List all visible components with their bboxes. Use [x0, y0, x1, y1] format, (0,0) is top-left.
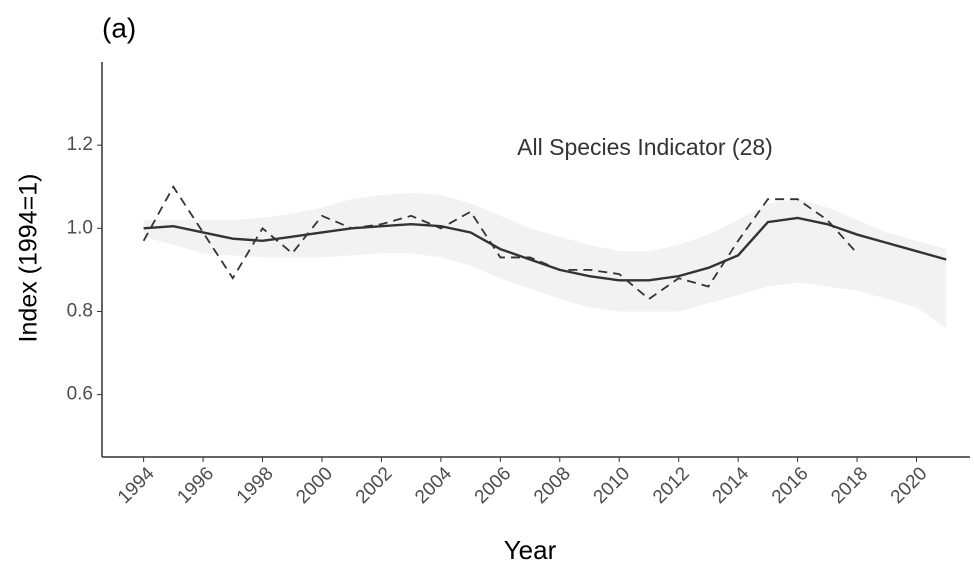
x-tick-label: 2020: [887, 463, 932, 508]
y-tick-label: 0.6: [67, 384, 93, 405]
chart-title: (a): [102, 12, 136, 43]
x-tick-label: 2000: [292, 463, 337, 508]
x-axis-title: Year: [504, 535, 557, 565]
y-axis-title: Index (1994=1): [15, 174, 43, 343]
annotation: All Species Indicator (28): [517, 134, 773, 160]
x-tick-label: 2010: [590, 463, 635, 508]
smoothed-trend-line: [143, 216, 947, 282]
y-tick-label: 1.0: [67, 217, 93, 238]
x-tick-label: 1998: [233, 463, 278, 508]
x-tick-label: 1996: [173, 463, 218, 508]
confidence-band: [143, 192, 947, 329]
annual-index-line: [142, 184, 858, 301]
x-tick-label: 1994: [114, 463, 159, 508]
x-tick-label: 2018: [827, 463, 872, 508]
x-tick-label: 2008: [530, 463, 575, 508]
x-tick-label: 2006: [471, 463, 516, 508]
x-tick-label: 2014: [708, 463, 753, 508]
y-tick-label: 1.2: [67, 134, 93, 155]
x-tick-label: 2004: [411, 463, 456, 508]
y-tick-label: 0.8: [67, 300, 93, 321]
x-tick-label: 2012: [649, 463, 694, 508]
x-tick-label: 2016: [768, 463, 813, 508]
x-tick-label: 2002: [352, 463, 397, 508]
